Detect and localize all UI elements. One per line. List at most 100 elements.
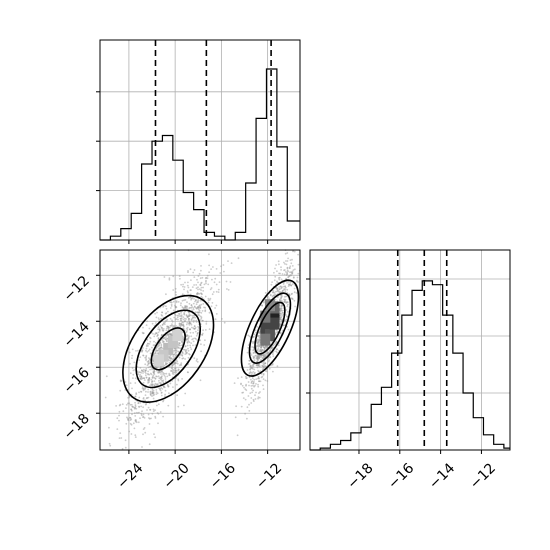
scatter-point bbox=[240, 376, 243, 378]
scatter-point bbox=[283, 261, 285, 264]
scatter-point bbox=[182, 307, 185, 310]
scatter-point bbox=[246, 417, 248, 420]
scatter-point bbox=[189, 296, 192, 298]
scatter-point bbox=[142, 372, 144, 374]
scatter-point bbox=[193, 305, 196, 308]
scatter-point bbox=[144, 403, 147, 406]
scatter-point bbox=[144, 394, 147, 396]
scatter-point bbox=[177, 318, 179, 321]
scatter-point bbox=[194, 344, 197, 346]
scatter-point bbox=[148, 423, 151, 425]
scatter-point bbox=[182, 283, 185, 286]
scatter-point bbox=[156, 392, 159, 395]
scatter-point bbox=[247, 346, 250, 349]
scatter-point bbox=[181, 293, 184, 295]
scatter-point bbox=[132, 422, 135, 425]
scatter-point bbox=[191, 326, 193, 329]
scatter-point bbox=[276, 290, 279, 293]
scatter-point bbox=[146, 409, 148, 411]
scatter-point bbox=[248, 359, 251, 362]
scatter-point bbox=[143, 379, 146, 381]
scatter-point bbox=[256, 338, 259, 341]
scatter-point bbox=[215, 313, 218, 315]
scatter-point bbox=[192, 344, 194, 347]
scatter-point bbox=[201, 334, 204, 336]
scatter-point bbox=[124, 439, 127, 442]
scatter-point bbox=[180, 314, 183, 316]
scatter-point bbox=[187, 349, 190, 352]
scatter-point bbox=[261, 368, 264, 371]
scatter-point bbox=[168, 372, 171, 375]
scatter-point bbox=[173, 371, 176, 374]
scatter-point bbox=[283, 269, 285, 272]
scatter-point bbox=[166, 384, 169, 387]
scatter-point bbox=[275, 341, 278, 344]
scatter-point bbox=[140, 405, 143, 408]
scatter-point bbox=[272, 355, 275, 358]
scatter-point bbox=[200, 281, 203, 284]
scatter-point bbox=[139, 374, 142, 376]
scatter-point bbox=[199, 339, 202, 342]
scatter-point bbox=[142, 397, 145, 400]
scatter-point bbox=[109, 444, 112, 447]
scatter-point bbox=[185, 331, 188, 334]
scatter-point bbox=[279, 307, 282, 310]
scatter-point bbox=[291, 283, 294, 286]
scatter-point bbox=[157, 317, 160, 319]
scatter-point bbox=[171, 372, 174, 374]
scatter-point bbox=[142, 406, 145, 409]
scatter-point bbox=[254, 371, 256, 374]
scatter-point bbox=[197, 286, 199, 289]
scatter-point bbox=[249, 371, 252, 373]
scatter-point bbox=[150, 373, 153, 376]
scatter-point bbox=[252, 384, 254, 387]
scatter-point bbox=[192, 331, 195, 334]
scatter-point bbox=[160, 344, 163, 347]
scatter-point bbox=[139, 356, 142, 358]
density-cell bbox=[269, 317, 280, 330]
scatter-point bbox=[262, 378, 265, 380]
scatter-point bbox=[175, 301, 178, 304]
scatter-point bbox=[153, 433, 155, 435]
scatter-point bbox=[169, 359, 172, 362]
scatter-point bbox=[147, 391, 149, 393]
scatter-point bbox=[142, 413, 145, 416]
scatter-point bbox=[286, 273, 289, 276]
scatter-point bbox=[230, 262, 233, 264]
scatter-point bbox=[138, 375, 141, 378]
scatter-point bbox=[152, 410, 155, 412]
scatter-point bbox=[142, 370, 145, 373]
scatter-point bbox=[253, 378, 256, 381]
scatter-point bbox=[271, 281, 273, 283]
scatter-point bbox=[183, 320, 186, 323]
scatter-point bbox=[154, 332, 157, 334]
scatter-point bbox=[294, 305, 296, 308]
scatter-point bbox=[139, 417, 141, 420]
scatter-point bbox=[183, 325, 185, 328]
scatter-point bbox=[281, 289, 284, 292]
scatter-point bbox=[108, 426, 110, 429]
scatter-point bbox=[272, 370, 274, 373]
scatter-point bbox=[284, 285, 286, 288]
scatter-point bbox=[149, 337, 152, 340]
scatter-point bbox=[126, 416, 128, 419]
scatter-point bbox=[168, 361, 171, 364]
scatter-point bbox=[292, 269, 295, 271]
scatter-point bbox=[155, 389, 158, 391]
scatter-point bbox=[191, 315, 194, 317]
scatter-point bbox=[280, 299, 283, 302]
scatter-point bbox=[199, 379, 202, 382]
scatter-point bbox=[172, 309, 175, 312]
scatter-point bbox=[274, 267, 276, 270]
scatter-point bbox=[278, 286, 281, 288]
scatter-point bbox=[180, 362, 183, 364]
scatter-point bbox=[165, 336, 168, 338]
scatter-point bbox=[250, 385, 253, 387]
scatter-point bbox=[179, 277, 181, 280]
scatter-point bbox=[168, 392, 170, 395]
scatter-point bbox=[263, 366, 265, 369]
scatter-point bbox=[152, 356, 155, 358]
scatter-point bbox=[258, 380, 261, 383]
scatter-point bbox=[198, 272, 201, 275]
scatter-point bbox=[148, 417, 151, 420]
